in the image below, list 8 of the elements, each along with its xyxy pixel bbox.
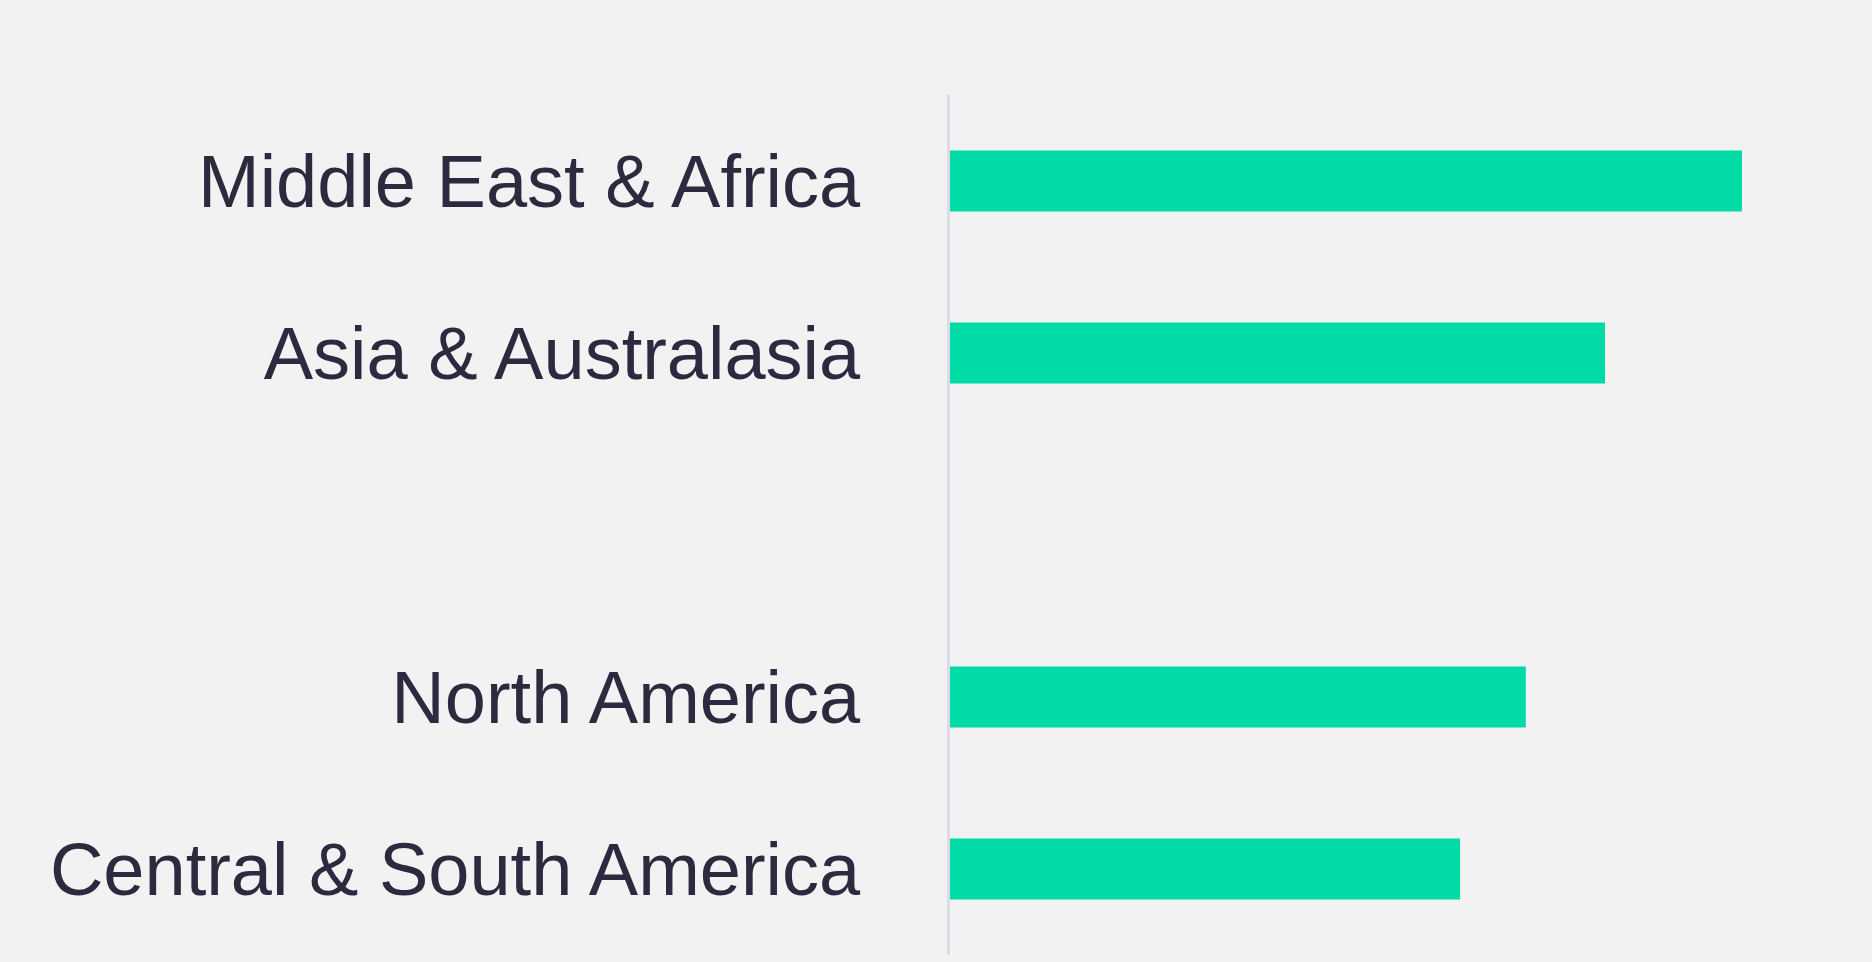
bar xyxy=(950,150,1742,212)
bar xyxy=(950,838,1461,900)
y-tick-label: Middle East & Africa xyxy=(198,139,862,223)
bar xyxy=(950,666,1526,728)
bar xyxy=(950,322,1605,384)
y-tick-label: North America xyxy=(391,655,862,739)
y-tick-label: Asia & Australasia xyxy=(263,311,862,395)
y-tick-label: Central & South America xyxy=(49,827,862,911)
